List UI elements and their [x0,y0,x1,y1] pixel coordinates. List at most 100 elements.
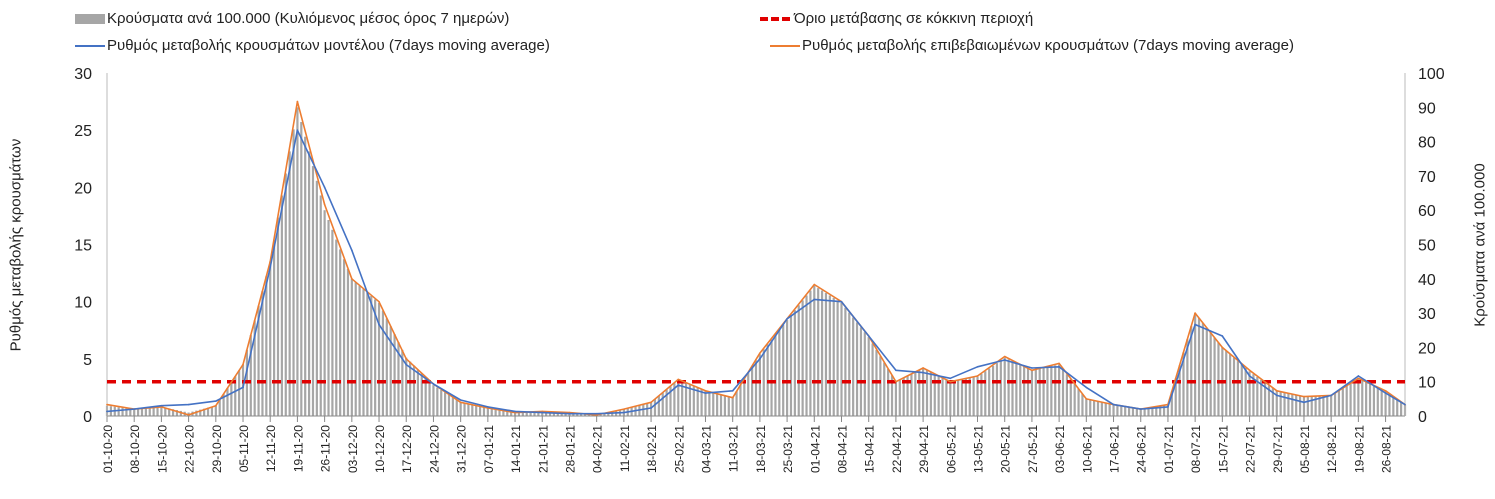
point-confirmed [623,408,625,410]
bar [537,411,540,416]
point-model [296,129,299,131]
x-tick-label: 27-05-21 [1026,425,1040,473]
bar [599,413,602,416]
point-confirmed [215,404,217,407]
bar [339,249,342,416]
x-tick-label: 28-01-21 [563,425,577,473]
x-tick-label: 05-08-21 [1298,425,1312,473]
x-tick-label: 04-02-21 [591,425,605,473]
bar [1007,359,1010,416]
y-tick-left: 20 [74,180,92,197]
x-tick-label: 19-08-21 [1352,425,1366,473]
bar [883,362,886,416]
bar [1279,391,1282,416]
x-tick-label: 08-04-21 [835,425,849,473]
bar [1341,388,1344,416]
bar [1131,407,1135,416]
bar [747,372,750,416]
bar [525,412,528,416]
bar [444,392,447,416]
point-confirmed [1058,362,1060,365]
bar [743,378,746,416]
bar [1345,385,1348,416]
bar [1019,364,1022,416]
bar [257,305,260,416]
point-model [568,412,571,415]
bar [335,239,338,416]
legend-swatch-threshold [760,17,790,22]
bar [1077,389,1080,416]
bar [1392,396,1395,416]
bar [801,300,804,416]
bar [556,412,559,416]
y-tick-right: 80 [1418,135,1436,152]
point-model [1221,335,1224,337]
bar [910,373,913,416]
point-confirmed [677,378,680,381]
bar [925,369,929,416]
bar [708,391,711,416]
point-confirmed [813,283,816,286]
point-model [976,366,979,368]
bar [136,408,140,416]
bar [397,342,400,416]
bar [1034,368,1037,416]
bar [712,392,715,416]
point-model [895,369,897,372]
bar [273,239,276,416]
point-confirmed [351,278,353,280]
x-tick-label: 05-11-20 [237,425,251,472]
y-tick-left: 25 [74,123,92,140]
x-tick-label: 21-01-21 [536,425,550,473]
point-model [759,358,761,360]
bar [1291,394,1294,416]
bar [1166,404,1170,416]
bar [1318,395,1321,416]
bar [1081,393,1084,416]
bar [716,393,719,416]
bar [1271,388,1274,416]
bar [307,151,311,416]
bar [1384,390,1387,416]
bar [401,349,404,416]
bar [179,410,182,416]
bar [424,377,427,416]
bar [972,377,975,416]
bar [1310,396,1313,416]
legend-label-model: Ρυθμός μεταβολής κρουσμάτων μοντέλου (7d… [107,37,550,54]
bar [603,413,606,416]
bar [1306,396,1309,416]
bar [238,370,241,416]
bar [1372,385,1376,416]
y-tick-right: 20 [1418,340,1436,357]
legend-swatch-model [75,45,105,48]
bar [416,369,419,416]
bar [1232,357,1236,416]
bar [922,367,925,416]
bar [1147,407,1150,416]
bar [789,315,793,416]
bar [956,380,960,416]
point-model [1085,386,1088,389]
bar [1170,391,1173,416]
bar [1030,369,1034,416]
bar [133,409,136,416]
bar [300,122,303,416]
y-tick-right: 10 [1418,375,1436,392]
bar [1287,393,1290,416]
bar [296,107,299,417]
bar [906,375,909,416]
bar [346,269,350,416]
point-confirmed [459,401,462,404]
bar [692,386,695,416]
bar [156,407,159,416]
bar [412,365,416,416]
bar [1201,322,1205,416]
bar [820,290,824,416]
bar [669,386,672,416]
bar [933,373,936,416]
bar [1396,399,1399,416]
point-model [1384,392,1387,394]
point-model [106,410,108,413]
bar [848,312,851,416]
